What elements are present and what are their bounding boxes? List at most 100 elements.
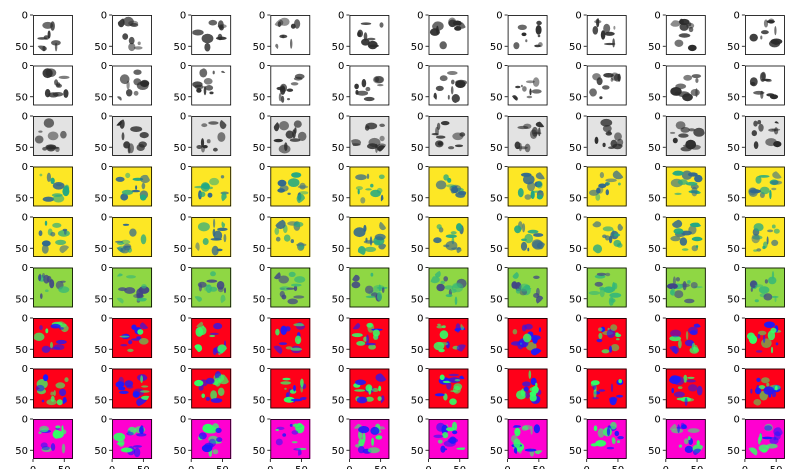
- texture-blob: [517, 188, 524, 198]
- texture-blob: [681, 170, 693, 180]
- texture-blob: [279, 121, 289, 131]
- x-tick-label: 50: [691, 465, 704, 469]
- texture-blob: [754, 387, 762, 395]
- image-panel: 0 50: [15, 314, 73, 358]
- texture-blob: [670, 131, 676, 134]
- panel-texture: [588, 170, 625, 201]
- panel-texture: [114, 223, 147, 254]
- texture-blob: [210, 398, 223, 403]
- axes-frame: [665, 116, 706, 156]
- y-tick-label: 50: [411, 244, 424, 255]
- y-tick-label: 50: [648, 244, 661, 255]
- texture-blob: [524, 448, 537, 452]
- texture-blob: [690, 89, 700, 96]
- panel-background: [270, 318, 311, 358]
- texture-blob: [761, 449, 768, 453]
- texture-blob: [58, 75, 70, 79]
- texture-blob: [223, 234, 227, 243]
- panel-texture: [434, 373, 466, 405]
- texture-blob: [435, 135, 446, 139]
- axes-frame: [665, 15, 706, 55]
- texture-blob: [762, 334, 766, 344]
- y-tick-label: 0: [101, 364, 107, 375]
- y-tick-label: 50: [411, 92, 424, 103]
- y-tick-label: 50: [94, 446, 107, 457]
- texture-blob: [524, 284, 531, 290]
- texture-blob: [605, 178, 617, 183]
- texture-blob: [201, 444, 213, 453]
- y-tick-label: 0: [575, 11, 581, 22]
- texture-blob: [516, 390, 527, 400]
- y-tick-label: 50: [15, 143, 28, 154]
- texture-blob: [47, 131, 59, 141]
- y-tick-label: 0: [338, 213, 344, 224]
- texture-blob: [203, 78, 213, 85]
- y-tick-label: 0: [259, 263, 265, 274]
- axes-frame: [665, 166, 706, 207]
- panel-texture: [114, 273, 150, 305]
- texture-blob: [533, 275, 540, 279]
- y-tick-label: 0: [101, 213, 107, 224]
- texture-blob: [433, 434, 444, 438]
- axes-frame: [665, 318, 706, 358]
- axes-frame: [270, 318, 311, 358]
- y-tick-label: 50: [569, 446, 582, 457]
- texture-blob: [436, 325, 444, 329]
- y-tick-label: 50: [727, 193, 740, 204]
- texture-blob: [594, 281, 603, 287]
- texture-blob: [612, 38, 615, 48]
- texture-blob: [354, 389, 366, 392]
- texture-blob: [139, 426, 144, 434]
- texture-blob: [606, 446, 615, 450]
- texture-blob: [761, 30, 769, 35]
- texture-blob: [666, 283, 678, 290]
- panel-background: [112, 318, 153, 358]
- panel-texture: [431, 121, 466, 150]
- texture-blob: [273, 138, 283, 143]
- panel-texture: [277, 172, 309, 204]
- texture-blob: [600, 118, 613, 127]
- y-tick-label: 0: [259, 415, 265, 426]
- texture-blob: [439, 374, 445, 381]
- texture-blob: [533, 424, 540, 434]
- texture-blob: [684, 298, 695, 304]
- axes-frame: [33, 217, 73, 257]
- texture-blob: [610, 344, 620, 352]
- texture-blob: [753, 120, 758, 127]
- panel-background: [349, 166, 390, 207]
- image-panel: 0 50: [332, 162, 390, 207]
- texture-blob: [38, 273, 42, 282]
- texture-blob: [515, 288, 521, 294]
- y-tick-label: 50: [648, 395, 661, 406]
- panel-texture: [39, 172, 70, 203]
- texture-blob: [133, 447, 141, 458]
- image-panel: 0 50: [569, 263, 627, 308]
- x-tick-label: 50: [374, 465, 387, 469]
- texture-blob: [523, 123, 532, 129]
- panel-background: [33, 15, 73, 55]
- panel-texture: [668, 323, 702, 356]
- x-tick-label: 50: [612, 465, 625, 469]
- y-tick-label: 50: [490, 193, 503, 204]
- image-panel: 0 50: [648, 263, 706, 308]
- y-tick-label: 50: [332, 446, 345, 457]
- texture-blob: [63, 89, 69, 98]
- axes-frame: [112, 267, 152, 308]
- panel-background: [744, 65, 785, 106]
- texture-blob: [136, 433, 147, 437]
- panel-texture: [350, 423, 387, 454]
- texture-blob: [531, 89, 542, 94]
- texture-blob: [279, 83, 288, 93]
- image-panel: 0 50: [94, 213, 153, 257]
- texture-blob: [51, 40, 61, 46]
- y-tick-label: 0: [575, 364, 581, 375]
- texture-blob: [610, 324, 618, 331]
- texture-blob: [597, 428, 605, 438]
- y-tick-label: 50: [173, 193, 186, 204]
- panel-texture: [513, 20, 543, 50]
- texture-blob: [687, 280, 691, 284]
- panel-texture: [666, 276, 703, 304]
- texture-blob: [133, 78, 142, 86]
- texture-blob: [771, 239, 779, 246]
- texture-blob: [617, 243, 623, 248]
